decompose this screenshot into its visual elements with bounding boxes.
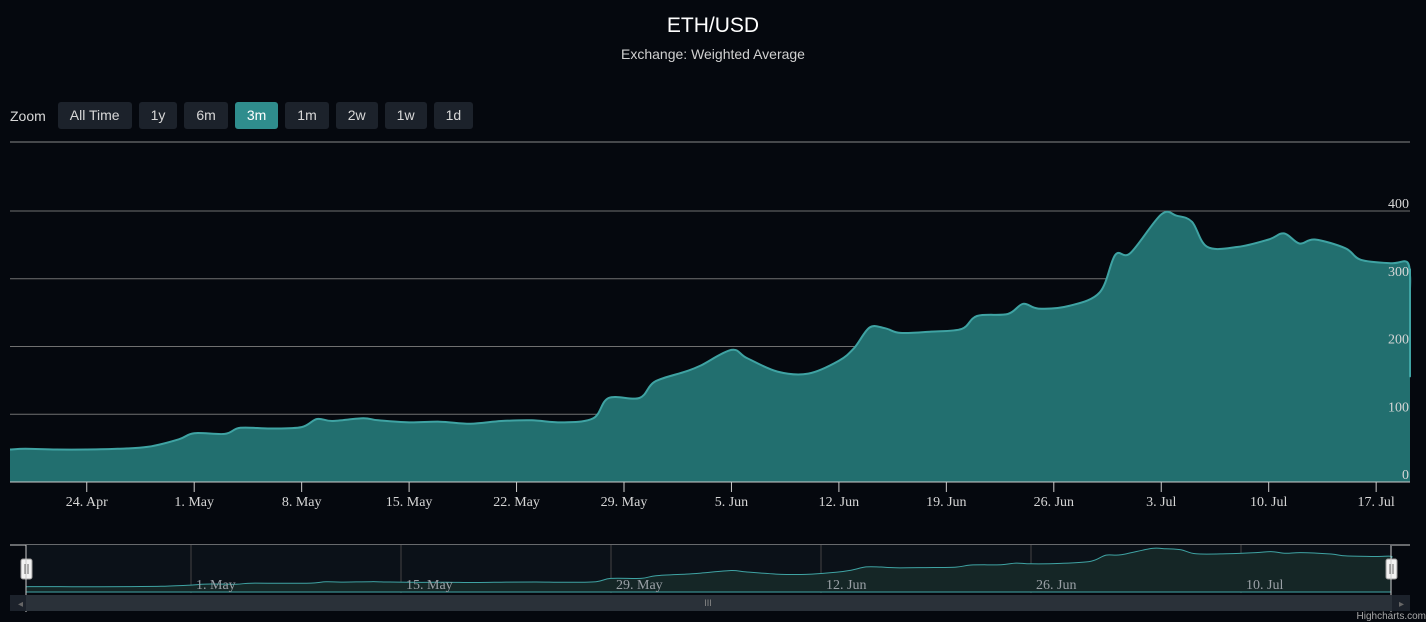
- y-tick-label: 100: [1388, 400, 1409, 415]
- chart-subtitle: Exchange: Weighted Average: [621, 46, 805, 62]
- zoom-2w-button[interactable]: 2w: [335, 102, 378, 129]
- chart-title: ETH/USD: [666, 14, 760, 37]
- navigator[interactable]: 1. May 15. May 29. May 12. Jun 26. Jun 10. Ju…: [10, 544, 1410, 612]
- navigator-tick-label: 12. Jun: [826, 578, 866, 593]
- x-tick-label: 1. May: [174, 495, 214, 510]
- y-tick-label: 300: [1388, 265, 1409, 280]
- x-tick-label: 22. May: [493, 495, 540, 510]
- navigator-ticks: 1. May 15. May 29. May 12. Jun 26. Jun 10. Ju…: [196, 578, 1283, 593]
- y-axis-ticks: 0 100 200 300 400: [1388, 197, 1409, 483]
- y-tick-label: 0: [1402, 468, 1409, 483]
- x-tick-label: 15. May: [386, 495, 433, 510]
- x-tick-label: 3. Jul: [1146, 495, 1176, 510]
- y-tick-label: 200: [1388, 333, 1409, 348]
- x-tick-label: 26. Jun: [1034, 495, 1074, 510]
- price-area[interactable]: [10, 211, 1411, 482]
- price-line[interactable]: [9, 210, 1412, 451]
- x-tick-label: 17. Jul: [1357, 495, 1394, 510]
- x-tick-label: 24. Apr: [66, 495, 108, 510]
- zoom-3m-button[interactable]: 3m: [234, 102, 279, 129]
- x-tick-label: 29. May: [601, 495, 648, 510]
- scrollbar-right-arrow-icon[interactable]: ▸: [1399, 599, 1404, 610]
- navigator-tick-label: 26. Jun: [1036, 578, 1076, 593]
- x-tick-label: 12. Jun: [819, 495, 859, 510]
- x-tick-label: 5. Jun: [715, 495, 748, 510]
- zoom-all-time-button[interactable]: All Time: [57, 102, 132, 129]
- zoom-1w-button[interactable]: 1w: [384, 102, 427, 129]
- zoom-bar: Zoom All Time 1y 6m 3m 1m 2w 1w 1d: [10, 101, 480, 130]
- zoom-1m-button[interactable]: 1m: [285, 102, 329, 129]
- navigator-tick-label: 15. May: [406, 578, 453, 593]
- y-tick-label: 400: [1388, 197, 1409, 212]
- x-axis-ticks: 24. Apr 1. May 8. May 15. May 22. May 29. May…: [66, 482, 1395, 510]
- zoom-6m-button[interactable]: 6m: [184, 102, 228, 129]
- zoom-1y-button[interactable]: 1y: [138, 102, 178, 129]
- scrollbar-thumb[interactable]: [26, 595, 1392, 611]
- zoom-1d-button[interactable]: 1d: [433, 102, 474, 129]
- navigator-tick-label: 1. May: [196, 578, 236, 593]
- scrollbar-left-arrow-icon[interactable]: ◂: [18, 599, 23, 610]
- scrollbar-grip[interactable]: III: [704, 598, 712, 608]
- x-tick-label: 8. May: [282, 495, 322, 510]
- navigator-tick-label: 29. May: [616, 578, 663, 593]
- navigator-tick-label: 10. Jul: [1246, 578, 1283, 593]
- scrollbar[interactable]: ◂ ▸ III: [10, 595, 1410, 611]
- credits-link[interactable]: Highcharts.com: [1356, 611, 1426, 622]
- zoom-label: Zoom: [10, 107, 46, 124]
- x-tick-label: 10. Jul: [1250, 495, 1287, 510]
- x-tick-label: 19. Jun: [926, 495, 966, 510]
